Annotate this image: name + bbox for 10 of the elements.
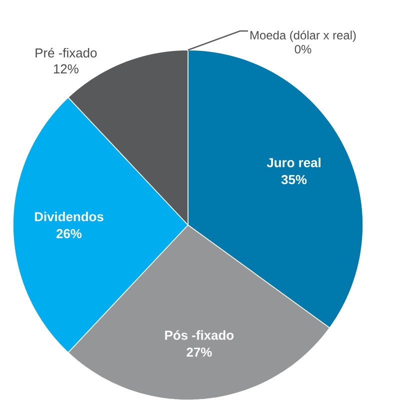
- slice-label: Pós -fixado: [165, 330, 234, 340]
- slice-label: Pré -fixado: [36, 48, 97, 58]
- slice-label: Dividendos: [34, 212, 104, 222]
- category-label: Moeda (dólar x real): [250, 30, 356, 42]
- data-label: 35%: [281, 175, 307, 184]
- data-label: 26%: [56, 229, 82, 238]
- slice-label: Juro real: [266, 158, 320, 168]
- data-label: 12%: [54, 64, 78, 74]
- text: 0%: [294, 44, 312, 54]
- data-label: 27%: [186, 348, 212, 357]
